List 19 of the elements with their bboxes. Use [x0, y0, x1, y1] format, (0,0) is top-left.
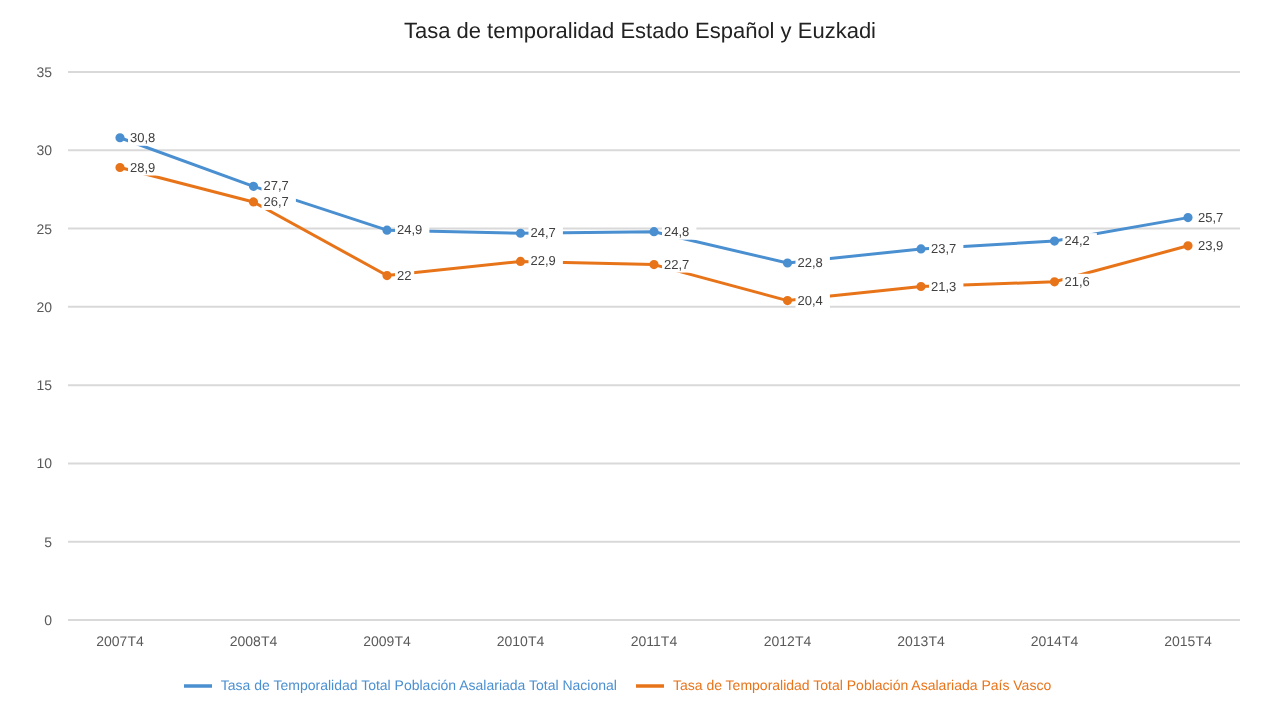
point — [916, 244, 926, 254]
point — [1183, 241, 1193, 251]
point — [248, 181, 259, 191]
point — [649, 259, 659, 270]
point — [782, 258, 793, 268]
point — [382, 225, 392, 235]
point — [515, 256, 526, 267]
point — [916, 281, 926, 292]
point — [1049, 277, 1060, 287]
point — [115, 162, 125, 173]
chart-title: Tasa de temporalidad Estado Español y Euzkadi — [401, 18, 879, 48]
point — [1183, 213, 1193, 223]
point — [649, 227, 659, 237]
point — [248, 197, 259, 207]
point — [382, 270, 392, 281]
point — [1049, 236, 1060, 246]
point — [515, 228, 526, 238]
point — [115, 133, 125, 143]
point — [782, 295, 793, 306]
